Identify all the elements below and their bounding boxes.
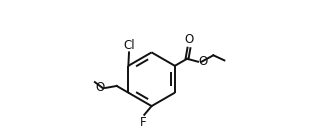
Text: Cl: Cl xyxy=(123,39,135,52)
Text: O: O xyxy=(199,55,208,68)
Text: O: O xyxy=(95,81,104,94)
Text: F: F xyxy=(140,116,146,129)
Text: O: O xyxy=(184,33,194,46)
